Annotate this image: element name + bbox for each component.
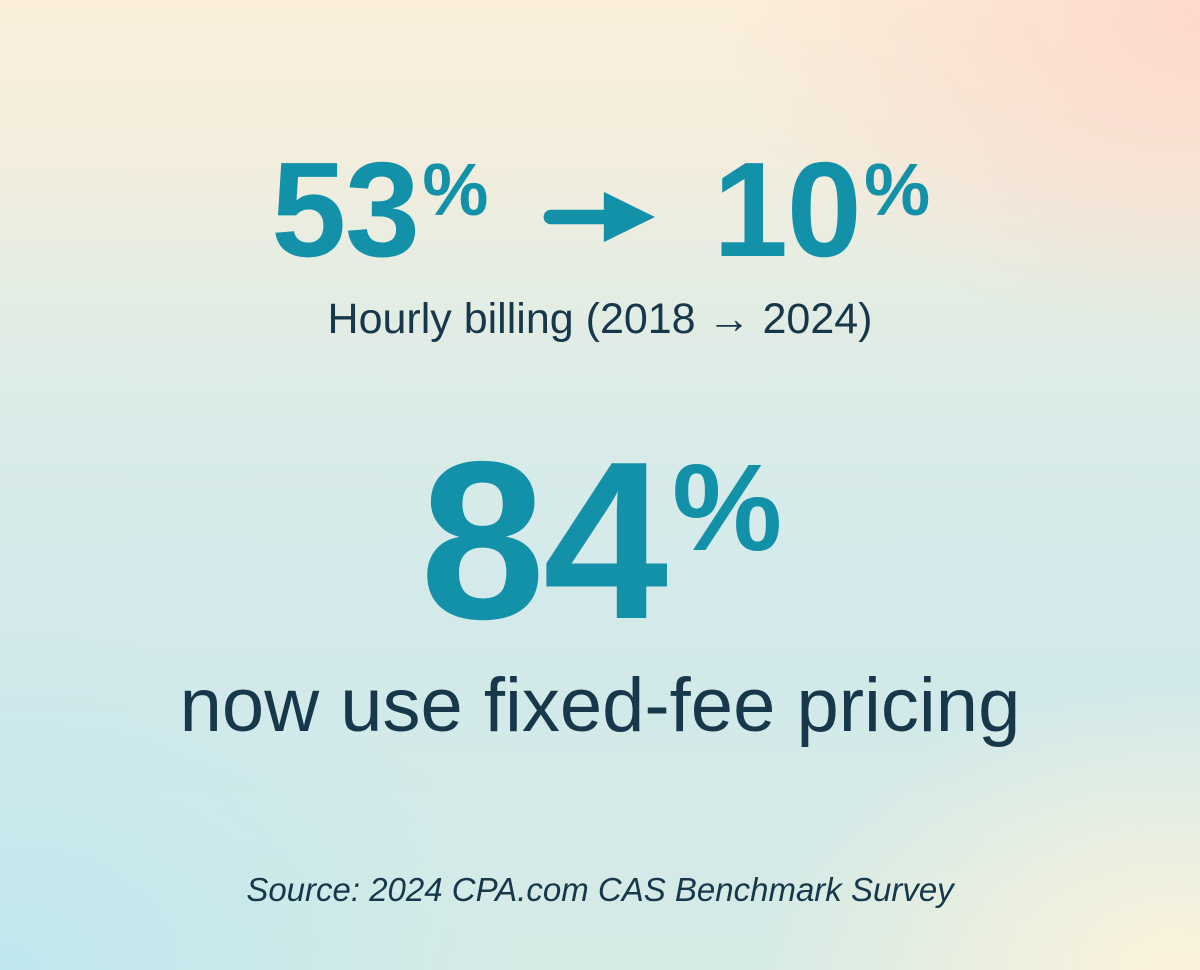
highlight-percent-sign: % (672, 438, 782, 577)
stat-after-value: 10 (713, 134, 862, 285)
source-note: Source: 2024 CPA.com CAS Benchmark Surve… (246, 871, 954, 908)
right-arrow-icon (541, 190, 659, 244)
highlight-stat-value: 84 (420, 414, 668, 666)
stat-before-value: 53 (271, 134, 420, 285)
highlight-stat: 84% (0, 428, 1200, 653)
comparison-label: Hourly billing (2018 → 2024) (327, 295, 873, 343)
stat-after-percent-sign: % (864, 148, 930, 232)
stat-before-percent-sign: % (422, 148, 488, 232)
highlight-label: now use fixed-fee pricing (179, 663, 1021, 748)
stat-before: 53% (271, 142, 488, 277)
stat-after: 10% (713, 142, 930, 277)
comparison-row: 53% 10% (0, 142, 1200, 277)
